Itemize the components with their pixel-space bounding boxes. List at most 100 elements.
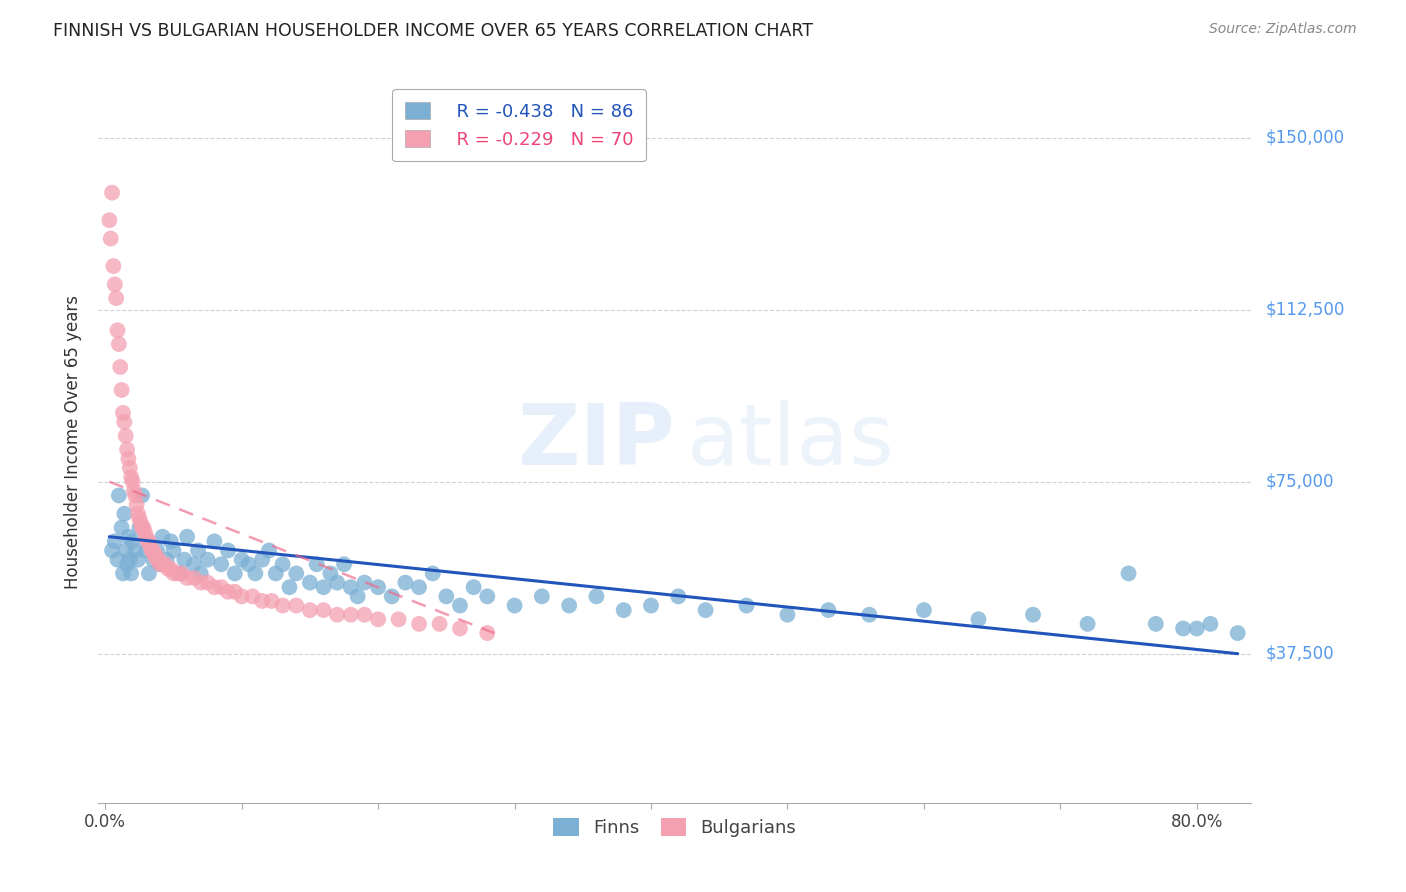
Text: atlas: atlas	[686, 400, 894, 483]
Point	[121, 475, 143, 489]
Point	[159, 562, 181, 576]
Point	[190, 566, 212, 581]
Point	[326, 607, 349, 622]
Point	[666, 590, 689, 604]
Point	[131, 520, 153, 534]
Point	[115, 558, 138, 572]
Point	[156, 552, 179, 566]
Point	[408, 616, 430, 631]
Point	[166, 566, 188, 581]
Point	[1144, 616, 1167, 631]
Point	[967, 612, 990, 626]
Point	[224, 584, 246, 599]
Point	[152, 530, 174, 544]
Point	[101, 186, 124, 200]
Point	[449, 599, 471, 613]
Point	[142, 552, 165, 566]
Point	[260, 594, 283, 608]
Point	[135, 543, 157, 558]
Point	[142, 543, 165, 558]
Point	[139, 539, 162, 553]
Point	[162, 566, 184, 581]
Point	[353, 607, 375, 622]
Text: Source: ZipAtlas.com: Source: ZipAtlas.com	[1209, 22, 1357, 37]
Text: $112,500: $112,500	[1265, 301, 1344, 318]
Point	[1022, 607, 1045, 622]
Point	[312, 580, 335, 594]
Point	[477, 590, 499, 604]
Point	[1199, 616, 1222, 631]
Point	[209, 580, 232, 594]
Point	[100, 231, 122, 245]
Point	[155, 558, 177, 572]
Point	[124, 488, 146, 502]
Point	[187, 543, 209, 558]
Point	[176, 530, 198, 544]
Point	[1118, 566, 1140, 581]
Text: FINNISH VS BULGARIAN HOUSEHOLDER INCOME OVER 65 YEARS CORRELATION CHART: FINNISH VS BULGARIAN HOUSEHOLDER INCOME …	[53, 22, 814, 40]
Point	[104, 277, 127, 292]
Point	[319, 566, 342, 581]
Point	[159, 534, 181, 549]
Point	[197, 552, 219, 566]
Point	[121, 534, 143, 549]
Point	[136, 534, 159, 549]
Point	[146, 543, 169, 558]
Point	[250, 594, 273, 608]
Point	[530, 590, 553, 604]
Point	[477, 626, 499, 640]
Point	[183, 571, 205, 585]
Point	[912, 603, 935, 617]
Point	[120, 566, 142, 581]
Point	[107, 323, 129, 337]
Text: $75,000: $75,000	[1265, 473, 1334, 491]
Point	[1185, 622, 1208, 636]
Point	[434, 590, 457, 604]
Point	[108, 337, 131, 351]
Point	[353, 575, 375, 590]
Point	[114, 543, 136, 558]
Point	[858, 607, 880, 622]
Point	[202, 580, 225, 594]
Point	[110, 359, 132, 374]
Point	[613, 603, 636, 617]
Point	[271, 599, 294, 613]
Point	[333, 558, 356, 572]
Point	[224, 566, 246, 581]
Point	[387, 612, 409, 626]
Point	[271, 558, 294, 572]
Point	[156, 562, 179, 576]
Point	[346, 590, 368, 604]
Point	[326, 575, 349, 590]
Point	[367, 612, 389, 626]
Point	[197, 575, 219, 590]
Point	[231, 552, 253, 566]
Point	[298, 603, 321, 617]
Point	[209, 558, 232, 572]
Point	[135, 530, 157, 544]
Point	[429, 616, 451, 631]
Point	[217, 543, 239, 558]
Point	[463, 580, 485, 594]
Point	[112, 507, 135, 521]
Text: $150,000: $150,000	[1265, 128, 1344, 146]
Point	[367, 580, 389, 594]
Point	[298, 575, 321, 590]
Point	[104, 534, 127, 549]
Point	[285, 599, 308, 613]
Point	[98, 213, 121, 227]
Point	[776, 607, 799, 622]
Point	[245, 566, 267, 581]
Point	[305, 558, 328, 572]
Point	[103, 259, 125, 273]
Point	[132, 520, 155, 534]
Point	[585, 590, 607, 604]
Point	[141, 543, 163, 558]
Point	[340, 580, 363, 594]
Point	[138, 534, 160, 549]
Point	[640, 599, 662, 613]
Point	[129, 516, 152, 530]
Point	[202, 534, 225, 549]
Point	[558, 599, 581, 613]
Point	[128, 520, 150, 534]
